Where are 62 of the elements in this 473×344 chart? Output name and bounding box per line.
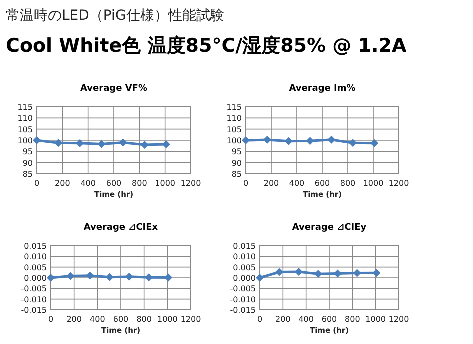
x-tick-label: 1200 (180, 315, 202, 324)
x-tick-label: 800 (340, 179, 356, 188)
y-tick-label: 105 (18, 125, 33, 134)
y-tick-label: 110 (18, 114, 33, 124)
y-tick-label: -0.005 (230, 284, 256, 294)
y-tick-label: 105 (226, 125, 242, 134)
x-tick-label: 1200 (180, 179, 202, 188)
x-tick-label: 400 (298, 315, 314, 324)
x-tick-label: 800 (132, 179, 148, 188)
x-tick-label: 200 (276, 315, 291, 324)
x-tick-label: 1000 (157, 315, 178, 324)
y-tick-label: 0.015 (24, 242, 47, 251)
x-tick-label: 600 (113, 315, 129, 324)
text: 常温時のLED（PiG仕様）性能試験 (6, 8, 224, 24)
x-tick-label: 200 (66, 315, 82, 324)
x-tick-label: 1200 (388, 315, 410, 324)
x-tick-label: 400 (289, 179, 305, 188)
x-tick-label: 400 (80, 179, 96, 188)
x-tick-label: 0 (34, 179, 40, 188)
y-tick-label: -0.015 (21, 306, 47, 315)
chart-title: Average ⊿CIEx (84, 223, 158, 233)
x-tick-label: 800 (136, 315, 152, 324)
x-tick-label: 200 (264, 179, 280, 188)
x-tick-label: 400 (90, 315, 106, 324)
x-tick-label: 1200 (388, 179, 410, 188)
y-tick-label: 95 (22, 148, 33, 157)
y-tick-label: 0.000 (233, 274, 256, 283)
y-tick-label: 85 (232, 170, 242, 179)
x-tick-label: 1000 (363, 179, 384, 188)
y-tick-label: -0.010 (230, 295, 256, 304)
y-tick-label: 85 (22, 170, 33, 179)
chart-title: Average VF% (80, 84, 148, 94)
y-tick-label: 0.000 (24, 274, 47, 283)
y-tick-label: -0.015 (230, 306, 256, 315)
x-tick-label: 0 (257, 315, 263, 324)
x-tick-label: 0 (48, 315, 54, 324)
y-tick-label: 115 (18, 103, 33, 112)
chart-title: Average Im% (289, 84, 356, 94)
x-tick-label: 800 (345, 315, 360, 324)
y-tick-label: 0.005 (24, 263, 47, 272)
y-tick-label: 95 (232, 148, 242, 157)
x-tick-label: 0 (243, 179, 249, 188)
x-tick-label: 1000 (155, 179, 176, 188)
y-tick-label: -0.005 (21, 284, 47, 294)
text: Cool White色 温度85°C/湿度85% @ 1.2A (6, 35, 407, 57)
y-tick-label: 90 (22, 158, 33, 168)
y-tick-label: 115 (226, 103, 242, 112)
chart-title: Average ⊿CIEy (292, 223, 367, 233)
y-tick-label: 0.015 (233, 242, 256, 251)
y-tick-label: 90 (232, 158, 242, 168)
y-tick-label: 0.010 (233, 252, 256, 262)
x-tick-label: 200 (55, 179, 70, 188)
y-tick-label: -0.010 (21, 295, 47, 304)
y-tick-label: 0.005 (233, 263, 256, 272)
x-tick-label: 600 (314, 179, 330, 188)
y-tick-label: 110 (226, 114, 242, 124)
y-tick-label: 100 (18, 136, 33, 146)
x-tick-label: 1000 (366, 315, 386, 324)
y-tick-label: 0.010 (24, 252, 47, 262)
x-tick-label: 600 (322, 315, 338, 324)
x-tick-label: 600 (106, 179, 122, 188)
y-tick-label: 100 (226, 136, 242, 146)
